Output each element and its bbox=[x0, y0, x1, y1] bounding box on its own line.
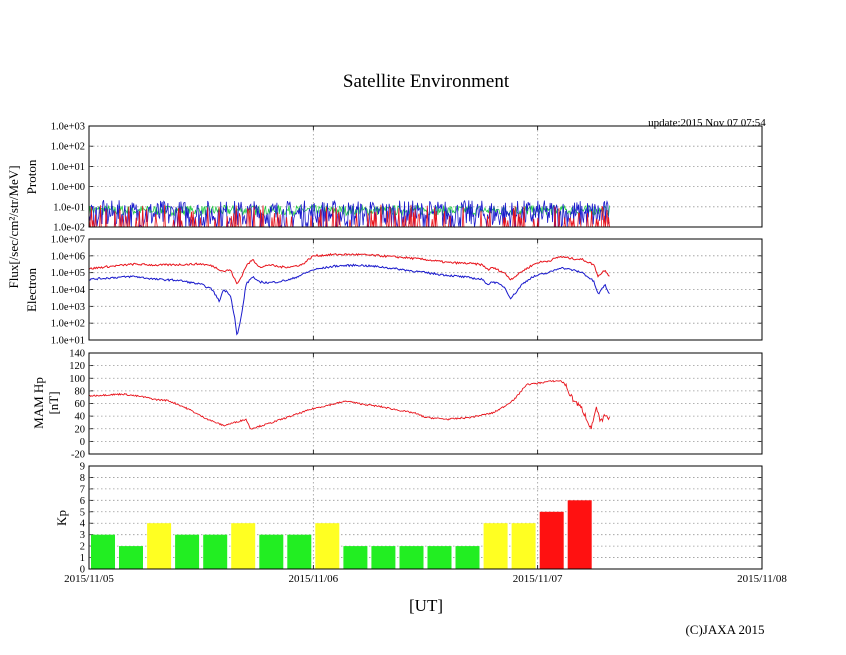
kp-ytick-label: 5 bbox=[80, 507, 85, 518]
kp-ytick-label: 3 bbox=[80, 530, 85, 541]
proton-ytick-label: 1.0e+01 bbox=[51, 162, 85, 173]
kp-ytick-label: 2 bbox=[80, 542, 85, 553]
kp-bar bbox=[371, 546, 396, 569]
flux-ylabel: Flux[/sec/cm²/str/MeV] bbox=[6, 165, 21, 288]
x-tick-label: 2015/11/06 bbox=[288, 573, 338, 585]
kp-bar bbox=[539, 511, 564, 569]
kp-ytick-label: 9 bbox=[80, 462, 85, 473]
kp-ytick-label: 7 bbox=[80, 484, 85, 495]
proton-series-blue bbox=[88, 199, 610, 229]
kp-bar bbox=[147, 523, 172, 569]
electron-ytick-label: 1.0e+06 bbox=[51, 251, 85, 262]
kp-bar bbox=[399, 546, 424, 569]
kp-bar bbox=[511, 523, 536, 569]
x-tick-label: 2015/11/05 bbox=[64, 573, 114, 585]
kp-bar bbox=[315, 523, 340, 569]
proton-ytick-label: 1.0e+00 bbox=[51, 182, 85, 193]
electron-ylabel: Electron bbox=[24, 267, 39, 312]
proton-ytick-label: 1.0e+03 bbox=[51, 122, 85, 133]
mam-hp-ytick-label: 120 bbox=[69, 361, 85, 372]
kp-ylabel: Kp bbox=[54, 510, 69, 526]
electron-ytick-label: 1.0e+04 bbox=[51, 285, 86, 296]
proton-ylabel: Proton bbox=[24, 159, 39, 194]
x-tick-label: 2015/11/08 bbox=[737, 573, 787, 585]
electron-series-blue bbox=[88, 263, 610, 336]
proton-ytick-label: 1.0e-01 bbox=[53, 202, 85, 213]
electron-ytick-label: 1.0e+07 bbox=[51, 235, 85, 246]
mam-hp-ytick-label: 40 bbox=[75, 412, 86, 423]
mam-hp-frame bbox=[88, 352, 763, 455]
kp-bar bbox=[455, 546, 480, 569]
mam-hp-series bbox=[89, 379, 610, 430]
kp-bar bbox=[259, 534, 284, 569]
electron-ytick-label: 1.0e+01 bbox=[51, 336, 85, 347]
kp-ytick-label: 0 bbox=[80, 565, 85, 576]
panel-proton: Proton 1.0e-02 1.0e-01 1.0e+00 1.0e+01 1.0e+… bbox=[24, 122, 763, 234]
kp-bar bbox=[175, 534, 200, 569]
mam-hp-unit-label: [nT] bbox=[46, 391, 61, 414]
mam-hp-ylabel: MAM Hp bbox=[31, 377, 46, 429]
electron-ytick-label: 1.0e+03 bbox=[51, 302, 85, 313]
electron-ytick-label: 1.0e+02 bbox=[51, 319, 85, 330]
mam-hp-ytick-label: 140 bbox=[69, 349, 85, 360]
mam-hp-ytick-label: 100 bbox=[69, 374, 85, 385]
mam-hp-ytick-label: 20 bbox=[75, 424, 86, 435]
kp-bar bbox=[567, 500, 592, 569]
kp-bar bbox=[287, 534, 312, 569]
electron-frame bbox=[88, 238, 763, 341]
kp-bar bbox=[483, 523, 508, 569]
kp-ytick-label: 6 bbox=[80, 496, 85, 507]
x-tick-label: 2015/11/07 bbox=[513, 573, 563, 585]
kp-ytick-label: 8 bbox=[80, 473, 85, 484]
mam-hp-ytick-label: 0 bbox=[80, 437, 85, 448]
update-timestamp: update:2015 Nov 07 07:54 bbox=[648, 117, 766, 129]
electron-ytick-label: 1.0e+05 bbox=[51, 268, 85, 279]
kp-bar bbox=[119, 546, 143, 569]
proton-frame bbox=[88, 125, 763, 228]
kp-ytick-label: 1 bbox=[80, 553, 85, 564]
mam-hp-ytick-label: 60 bbox=[75, 399, 86, 410]
kp-bar bbox=[231, 523, 256, 569]
mam-hp-ytick-label: -20 bbox=[71, 450, 85, 461]
kp-ytick-label: 4 bbox=[80, 519, 86, 530]
mam-hp-ytick-label: 80 bbox=[75, 386, 86, 397]
kp-frame bbox=[88, 465, 763, 570]
kp-bar bbox=[91, 534, 115, 569]
electron-series-red bbox=[88, 252, 610, 285]
chart-title: Satellite Environment bbox=[343, 71, 510, 92]
panel-electron: Electron 1.0e+01 1.0e+02 1.0e+03 1.0e+04 1.0… bbox=[24, 235, 763, 347]
x-axis-label: [UT] bbox=[409, 596, 443, 615]
proton-ytick-label: 1.0e+02 bbox=[51, 142, 85, 153]
kp-bar bbox=[343, 546, 368, 569]
kp-bar bbox=[203, 534, 228, 569]
copyright: (C)JAXA 2015 bbox=[685, 622, 764, 637]
kp-bar bbox=[427, 546, 452, 569]
proton-ytick-label: 1.0e-02 bbox=[53, 223, 85, 234]
